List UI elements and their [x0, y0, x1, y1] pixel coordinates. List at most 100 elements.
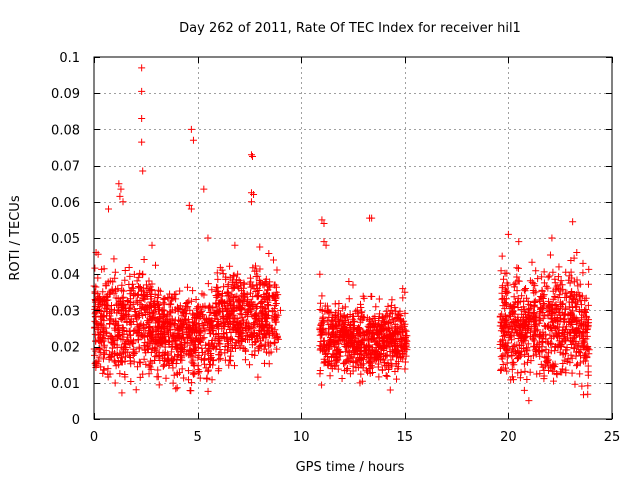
x-tick-label: 25 — [604, 430, 621, 445]
data-point — [576, 291, 584, 299]
data-point — [584, 323, 592, 331]
data-point — [186, 387, 194, 395]
data-point — [534, 275, 542, 283]
data-point — [318, 381, 326, 389]
data-point — [170, 291, 178, 299]
data-point — [531, 314, 539, 322]
data-point — [158, 327, 166, 335]
data-point — [334, 338, 342, 346]
data-point — [136, 269, 144, 277]
data-point — [118, 286, 126, 294]
data-point — [553, 369, 561, 377]
data-point — [500, 321, 508, 329]
data-point — [206, 361, 214, 369]
data-point — [562, 346, 570, 354]
data-point — [239, 334, 247, 342]
data-point — [214, 339, 222, 347]
data-point — [162, 374, 170, 382]
data-point — [138, 64, 146, 72]
data-point — [252, 338, 260, 346]
data-point — [177, 340, 185, 348]
data-point — [254, 373, 262, 381]
data-point — [499, 336, 507, 344]
data-point — [140, 291, 148, 299]
data-point — [385, 319, 393, 327]
data-point — [138, 138, 146, 146]
data-point — [381, 321, 389, 329]
y-tick-label: 0.07 — [51, 160, 80, 175]
data-point — [542, 282, 550, 290]
data-point — [568, 274, 576, 282]
data-point — [578, 322, 586, 330]
data-point — [355, 354, 363, 362]
data-point — [320, 355, 328, 363]
data-point — [510, 283, 518, 291]
data-point — [230, 271, 238, 279]
data-point — [556, 281, 564, 289]
data-point — [531, 330, 539, 338]
data-point — [164, 325, 172, 333]
data-point — [168, 333, 176, 341]
data-point — [391, 336, 399, 344]
data-point — [126, 301, 134, 309]
data-point — [383, 311, 391, 319]
data-point — [380, 344, 388, 352]
data-point — [110, 349, 118, 357]
data-point — [184, 367, 192, 375]
data-point — [572, 326, 580, 334]
data-point — [154, 291, 162, 299]
data-point — [111, 268, 119, 276]
data-point — [323, 341, 331, 349]
data-point — [247, 198, 255, 206]
data-point — [199, 303, 207, 311]
data-point — [192, 334, 200, 342]
data-point — [316, 367, 324, 375]
data-point — [216, 354, 224, 362]
data-point — [369, 334, 377, 342]
data-point — [189, 370, 197, 378]
data-point — [256, 326, 264, 334]
data-point — [176, 347, 184, 355]
data-point — [125, 327, 133, 335]
data-point — [585, 346, 593, 354]
data-point — [512, 326, 520, 334]
data-point — [160, 361, 168, 369]
data-point — [180, 338, 188, 346]
data-point — [94, 250, 102, 258]
data-point — [338, 374, 346, 382]
data-point — [268, 329, 276, 337]
data-point — [129, 339, 137, 347]
data-point — [153, 316, 161, 324]
data-point — [514, 304, 522, 312]
data-point — [247, 306, 255, 314]
data-point — [524, 309, 532, 317]
data-point — [147, 365, 155, 373]
data-point — [116, 192, 124, 200]
data-point — [206, 330, 214, 338]
data-point — [190, 311, 198, 319]
data-point — [229, 284, 237, 292]
data-point — [148, 280, 156, 288]
data-point — [236, 310, 244, 318]
data-point — [530, 303, 538, 311]
data-point — [113, 309, 121, 317]
data-point — [152, 338, 160, 346]
data-point — [135, 273, 143, 281]
data-point — [571, 333, 579, 341]
data-point — [573, 342, 581, 350]
data-point — [110, 255, 118, 263]
data-point — [211, 342, 219, 350]
data-point — [584, 390, 592, 398]
data-point — [551, 279, 559, 287]
data-point — [155, 381, 163, 389]
data-point — [522, 285, 530, 293]
data-point — [340, 360, 348, 368]
data-point — [126, 295, 134, 303]
data-point — [179, 324, 187, 332]
data-point — [162, 317, 170, 325]
data-point — [365, 365, 373, 373]
data-point — [338, 316, 346, 324]
data-point — [142, 360, 150, 368]
data-point — [148, 241, 156, 249]
data-point — [365, 357, 373, 365]
